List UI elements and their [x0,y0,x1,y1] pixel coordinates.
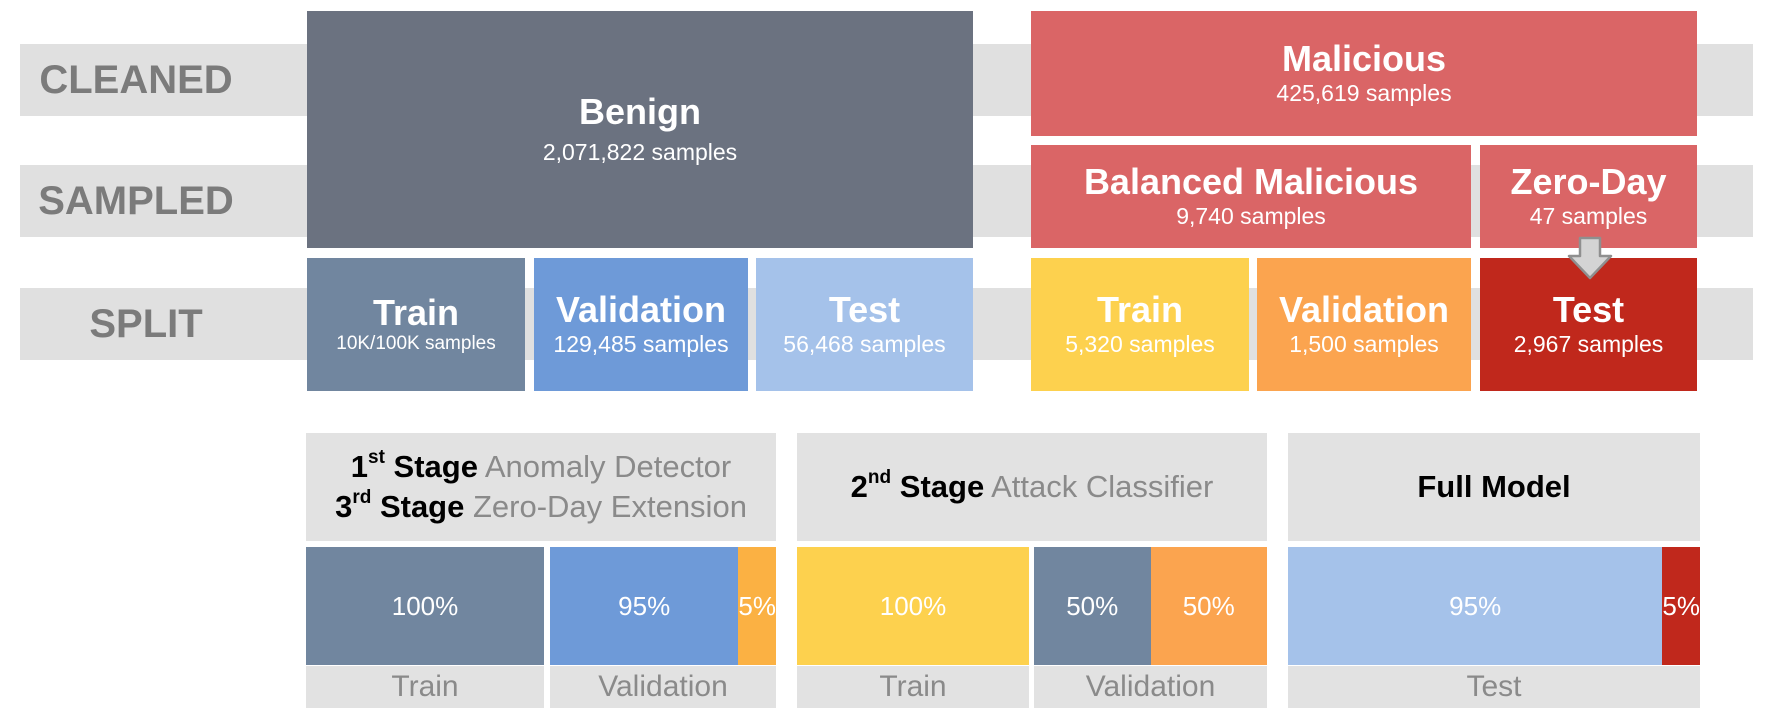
stage-1-line: 1st Stage Anomaly Detector [350,447,732,485]
stage-2-train-label: Train [797,666,1029,708]
zero-day-title: Zero-Day [1510,161,1667,203]
composition-segment: 5% [738,547,776,665]
malicious-train-samples: 5,320 samples [1065,330,1215,357]
full-model-test-bar: 95% 5% [1288,547,1700,665]
benign-train-box: Train 10K/100K samples [307,258,525,391]
stage-3-name: Zero-Day Extension [472,489,747,524]
row-label-cleaned: CLEANED [39,58,233,102]
stage-2-validation-label: Validation [1034,666,1267,708]
row-label-sampled: SAMPLED [38,179,234,223]
zero-day-box: Zero-Day 47 samples [1480,145,1697,248]
balanced-malicious-title: Balanced Malicious [1083,161,1419,203]
stage-2-name: Attack Classifier [991,469,1214,504]
stage-2-validation-bar: 50% 50% [1034,547,1267,665]
balanced-malicious-samples: 9,740 samples [1176,202,1326,229]
malicious-train-title: Train [1096,289,1184,331]
composition-segment: 100% [306,547,544,665]
benign-train-samples: 10K/100K samples [336,333,496,355]
stage-1-3-validation-bar: 95% 5% [550,547,776,665]
benign-validation-title: Validation [555,289,727,331]
malicious-test-title: Test [1552,289,1625,331]
malicious-title: Malicious [1281,38,1447,80]
composition-segment: 100% [797,547,1029,665]
stage-1-name: Anomaly Detector [484,449,732,484]
stage-1-3-train-label: Train [306,666,544,708]
stage-3-ordinal: 3 [335,489,353,524]
composition-segment: 50% [1034,547,1151,665]
composition-segment: 5% [1662,547,1700,665]
malicious-box: Malicious 425,619 samples [1031,11,1697,136]
stage-1-suffix: st [368,447,385,468]
stage-2-suffix: nd [867,467,892,488]
benign-train-title: Train [372,291,460,333]
benign-box: Benign 2,071,822 samples [307,11,973,248]
zero-day-samples: 47 samples [1529,202,1648,229]
stage-1-3-train-bar: 100% [306,547,544,665]
stage-1-ordinal: 1 [350,449,368,484]
stage-2-train-bar: 100% [797,547,1029,665]
balanced-malicious-box: Balanced Malicious 9,740 samples [1031,145,1471,248]
full-model-test-label: Test [1288,666,1700,708]
benign-validation-box: Validation 129,485 samples [534,258,748,391]
malicious-validation-samples: 1,500 samples [1289,330,1439,357]
benign-test-box: Test 56,468 samples [756,258,973,391]
arrow-down-icon [1567,236,1613,280]
malicious-validation-title: Validation [1278,289,1450,331]
benign-title: Benign [579,91,701,133]
stage-3-line: 3rd Stage Zero-Day Extension [335,487,747,525]
malicious-test-samples: 2,967 samples [1513,330,1664,357]
composition-segment: 50% [1150,547,1267,665]
benign-test-samples: 56,468 samples [783,330,946,357]
benign-samples: 2,071,822 samples [542,138,738,165]
benign-validation-samples: 129,485 samples [553,330,729,357]
stage-3-word: Stage [379,489,465,524]
benign-test-title: Test [828,289,901,331]
full-model-header: Full Model [1288,433,1700,541]
stage-1-3-header: 1st Stage Anomaly Detector 3rd Stage Zer… [306,433,776,541]
stage-2-word: Stage [899,469,985,504]
malicious-test-box: Test 2,967 samples [1480,258,1697,391]
stage-1-3-validation-label: Validation [550,666,776,708]
full-model-title: Full Model [1417,469,1571,504]
malicious-train-box: Train 5,320 samples [1031,258,1249,391]
malicious-samples: 425,619 samples [1276,79,1452,106]
stage-2-line: 2nd Stage Attack Classifier [850,467,1214,505]
stage-2-ordinal: 2 [850,469,868,504]
stage-1-word: Stage [393,449,478,484]
composition-segment: 95% [550,547,739,665]
composition-segment: 95% [1288,547,1663,665]
stage-2-header: 2nd Stage Attack Classifier [797,433,1267,541]
row-label-split: SPLIT [89,302,203,346]
malicious-validation-box: Validation 1,500 samples [1257,258,1471,391]
stage-3-suffix: rd [352,487,372,508]
